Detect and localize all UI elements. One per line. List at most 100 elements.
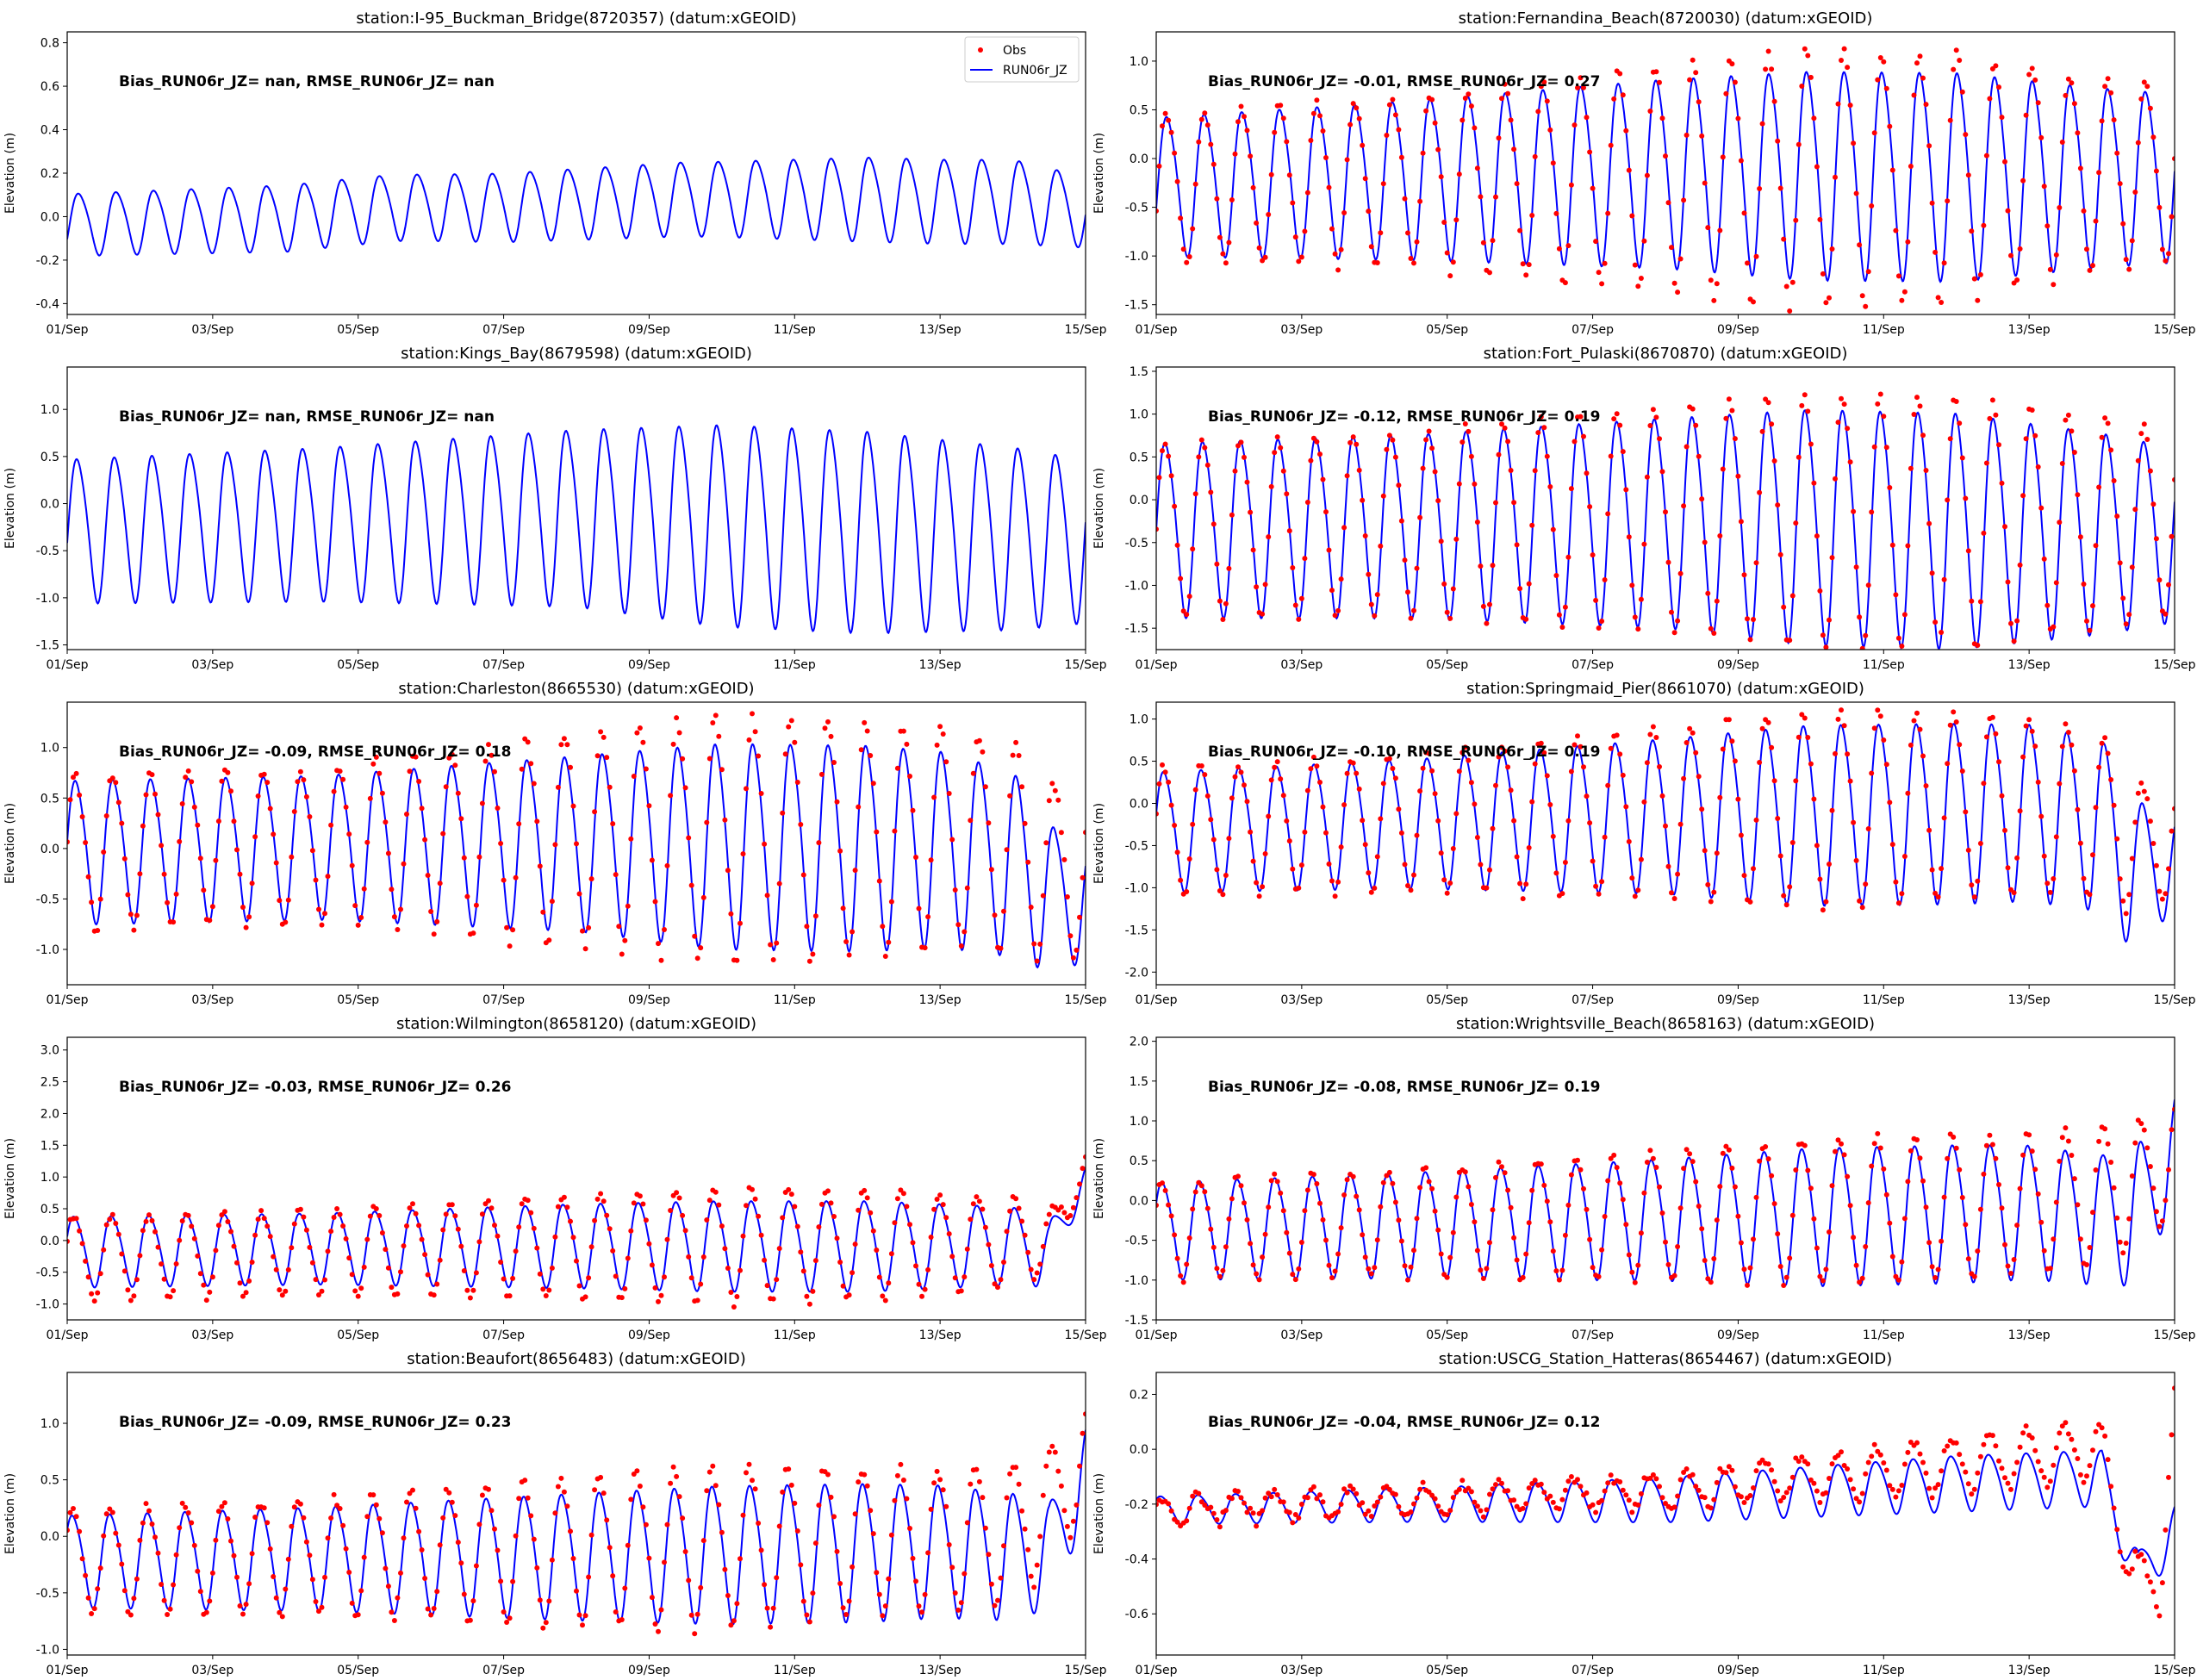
obs-point bbox=[473, 1563, 479, 1569]
obs-point bbox=[1926, 827, 1932, 833]
obs-point bbox=[2047, 1478, 2053, 1484]
obs-point bbox=[277, 898, 283, 904]
obs-point bbox=[1480, 603, 1486, 609]
obs-point bbox=[1626, 167, 1632, 173]
obs-point bbox=[1493, 1174, 1498, 1180]
obs-point bbox=[1547, 1219, 1553, 1225]
obs-point bbox=[1190, 1206, 1196, 1212]
obs-point bbox=[2087, 892, 2093, 898]
obs-point bbox=[1893, 227, 1899, 233]
obs-point bbox=[1899, 297, 1905, 303]
obs-point bbox=[1453, 217, 1459, 223]
obs-point bbox=[1238, 1495, 1244, 1501]
obs-point bbox=[519, 1201, 525, 1207]
obs-point bbox=[1623, 128, 1629, 134]
obs-point bbox=[495, 806, 501, 811]
obs-point bbox=[856, 1207, 862, 1213]
obs-point bbox=[656, 1628, 661, 1634]
obs-point bbox=[756, 1213, 762, 1219]
obs-point bbox=[358, 1588, 364, 1594]
y-tick-label: 3.0 bbox=[40, 1044, 59, 1058]
obs-point bbox=[2057, 781, 2063, 787]
obs-point bbox=[1805, 408, 1811, 414]
obs-point bbox=[774, 940, 780, 946]
obs-point bbox=[1871, 444, 1877, 450]
obs-point bbox=[846, 952, 852, 958]
obs-point bbox=[361, 1264, 367, 1270]
obs-point bbox=[1329, 588, 1335, 594]
obs-point bbox=[1677, 1205, 1684, 1211]
obs-point bbox=[1472, 1499, 1478, 1505]
obs-point bbox=[1541, 79, 1547, 85]
obs-point bbox=[719, 1223, 725, 1229]
obs-point bbox=[1278, 103, 1284, 109]
obs-point bbox=[1996, 1458, 2001, 1464]
obs-point bbox=[1641, 1190, 1647, 1196]
obs-point bbox=[792, 739, 798, 745]
obs-point bbox=[974, 1466, 980, 1472]
obs-point bbox=[1771, 1478, 1777, 1484]
obs-point bbox=[165, 1612, 171, 1617]
obs-point bbox=[1248, 509, 1254, 515]
obs-point bbox=[1841, 46, 1847, 52]
obs-point bbox=[203, 1297, 209, 1304]
obs-point bbox=[831, 1514, 837, 1520]
plot-area bbox=[1156, 707, 2175, 943]
obs-point bbox=[1468, 103, 1474, 109]
obs-point bbox=[1474, 1503, 1480, 1509]
obs-point bbox=[561, 736, 567, 742]
obs-point bbox=[570, 1235, 576, 1241]
obs-point bbox=[1168, 1508, 1174, 1514]
obs-point bbox=[2002, 524, 2007, 530]
obs-point bbox=[470, 1287, 476, 1293]
obs-point bbox=[2057, 205, 2063, 210]
x-tick-label: 11/Sep bbox=[774, 1664, 816, 1677]
obs-point bbox=[1814, 1245, 1820, 1251]
obs-point bbox=[968, 1216, 974, 1223]
axes-frame bbox=[1155, 701, 2175, 986]
obs-point bbox=[103, 813, 109, 818]
obs-point bbox=[249, 880, 255, 887]
obs-point bbox=[219, 1212, 225, 1218]
obs-point bbox=[1362, 176, 1368, 182]
obs-point bbox=[237, 871, 243, 877]
obs-point bbox=[900, 728, 906, 734]
obs-point bbox=[1077, 914, 1082, 920]
x-tick-label: 13/Sep bbox=[919, 1664, 962, 1677]
obs-point bbox=[1544, 453, 1550, 459]
model-series-line bbox=[1156, 1099, 2175, 1287]
obs-point bbox=[670, 741, 676, 747]
obs-point bbox=[1869, 203, 1875, 208]
obs-point bbox=[2159, 246, 2165, 252]
obs-point bbox=[1920, 75, 1926, 81]
obs-point bbox=[1893, 1494, 1899, 1500]
obs-point bbox=[1638, 596, 1644, 602]
obs-point bbox=[395, 1595, 401, 1601]
obs-point bbox=[998, 945, 1004, 951]
obs-point bbox=[2144, 796, 2150, 802]
obs-point bbox=[1811, 796, 1817, 802]
obs-point bbox=[1474, 165, 1480, 171]
obs-point bbox=[680, 1515, 686, 1521]
obs-point bbox=[464, 893, 470, 899]
obs-point bbox=[416, 1528, 422, 1534]
obs-point bbox=[513, 1248, 519, 1254]
obs-point bbox=[1814, 533, 1820, 539]
obs-point bbox=[2002, 827, 2007, 833]
obs-point bbox=[828, 1494, 834, 1500]
obs-point bbox=[1905, 1179, 1911, 1185]
model-series-line bbox=[67, 424, 1086, 635]
obs-point bbox=[486, 1486, 491, 1492]
obs-point bbox=[128, 1612, 134, 1618]
obs-point bbox=[1083, 1411, 1086, 1417]
obs-point bbox=[1959, 1461, 1965, 1467]
obs-point bbox=[358, 915, 364, 920]
obs-point bbox=[2144, 84, 2150, 90]
obs-point bbox=[101, 1533, 107, 1539]
obs-point bbox=[1629, 213, 1635, 219]
obs-point bbox=[1877, 713, 1883, 719]
obs-point bbox=[125, 1287, 131, 1293]
obs-point bbox=[2138, 1121, 2144, 1127]
obs-point bbox=[1611, 96, 1617, 102]
obs-point bbox=[2126, 612, 2132, 618]
